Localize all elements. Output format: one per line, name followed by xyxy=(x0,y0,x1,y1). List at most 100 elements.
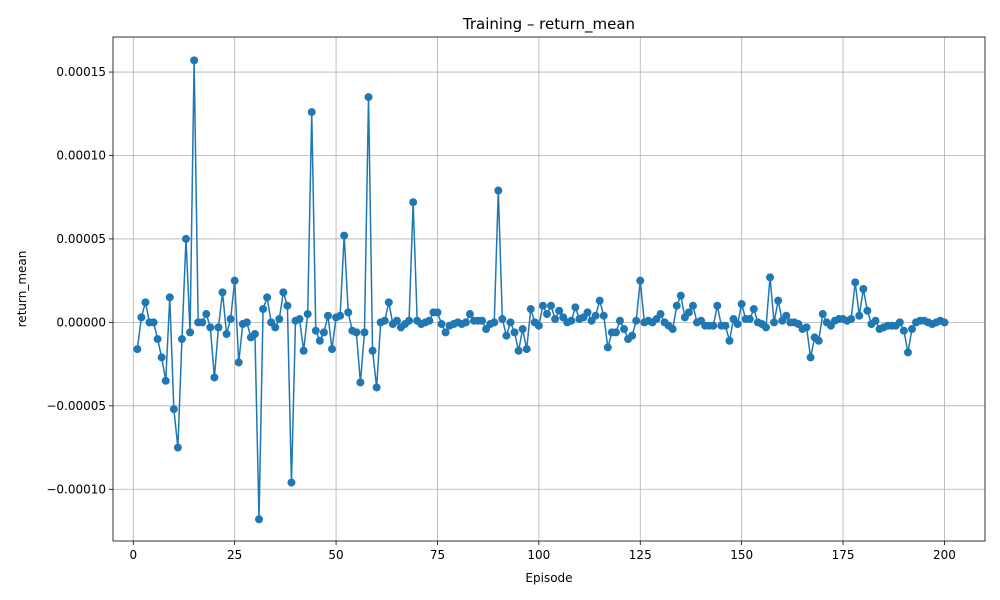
data-point xyxy=(770,318,779,327)
data-point xyxy=(425,316,434,325)
data-point xyxy=(311,326,320,335)
data-point xyxy=(871,316,880,325)
data-point xyxy=(344,308,353,317)
data-point xyxy=(409,198,418,207)
data-point xyxy=(234,358,243,367)
data-point xyxy=(802,323,811,332)
data-point xyxy=(895,318,904,327)
data-point xyxy=(713,301,722,310)
data-point xyxy=(567,316,576,325)
data-point xyxy=(157,353,166,362)
data-point xyxy=(538,301,547,310)
data-point xyxy=(295,315,304,324)
data-point xyxy=(380,316,389,325)
y-axis-ticks: −0.00010 −0.00005 0.00000 0.00005 0.00010 0.0… xyxy=(46,65,113,496)
x-tick-label: 25 xyxy=(227,548,242,562)
y-axis-label: return_mean xyxy=(15,251,29,328)
data-point xyxy=(242,318,251,327)
data-point xyxy=(749,305,758,314)
chart-title: Training – return_mean xyxy=(462,15,635,34)
data-point xyxy=(250,330,259,339)
x-tick-label: 200 xyxy=(933,548,956,562)
data-point xyxy=(855,311,864,320)
data-point xyxy=(161,376,170,385)
series-return-mean xyxy=(133,56,949,524)
data-point xyxy=(465,310,474,319)
data-point xyxy=(340,231,349,240)
x-tick-label: 150 xyxy=(730,548,753,562)
data-point xyxy=(494,186,503,195)
data-point xyxy=(814,336,823,345)
data-point xyxy=(287,478,296,487)
data-point xyxy=(547,301,556,310)
data-point xyxy=(498,315,507,324)
y-tick-label: 0.00000 xyxy=(56,315,106,329)
data-point xyxy=(615,316,624,325)
data-point xyxy=(405,316,414,325)
data-point xyxy=(356,378,365,387)
data-point xyxy=(271,323,280,332)
data-point xyxy=(392,316,401,325)
data-point xyxy=(725,336,734,345)
data-point xyxy=(595,296,604,305)
data-point xyxy=(668,325,677,334)
data-point xyxy=(709,321,718,330)
data-point xyxy=(571,303,580,312)
data-point xyxy=(510,328,519,337)
data-point xyxy=(940,318,949,327)
data-point xyxy=(903,348,912,357)
data-point xyxy=(603,343,612,352)
y-tick-label: 0.00015 xyxy=(56,65,106,79)
data-point xyxy=(478,316,487,325)
data-point xyxy=(137,313,146,322)
data-point xyxy=(502,331,511,340)
x-tick-label: 125 xyxy=(629,548,652,562)
x-tick-label: 0 xyxy=(129,548,137,562)
data-point xyxy=(542,310,551,319)
series-line xyxy=(136,59,945,521)
data-point xyxy=(173,443,182,452)
data-point xyxy=(303,310,312,319)
data-point xyxy=(628,331,637,340)
data-point xyxy=(206,323,215,332)
data-point xyxy=(461,318,470,327)
y-tick-label: −0.00010 xyxy=(46,482,106,496)
data-point xyxy=(782,311,791,320)
data-point xyxy=(737,300,746,309)
data-point xyxy=(591,311,600,320)
plot-frame xyxy=(112,36,986,542)
data-point xyxy=(534,321,543,330)
data-point xyxy=(364,93,373,102)
data-point xyxy=(522,345,531,354)
x-tick-label: 75 xyxy=(430,548,445,562)
data-point xyxy=(437,320,446,329)
x-axis-ticks: 0 25 50 75 100 125 150 175 200 xyxy=(129,541,956,562)
x-tick-label: 175 xyxy=(832,548,855,562)
data-point xyxy=(275,315,284,324)
x-tick-label: 50 xyxy=(328,548,343,562)
data-point xyxy=(733,320,742,329)
data-point xyxy=(611,328,620,337)
data-point xyxy=(198,318,207,327)
data-point xyxy=(847,315,856,324)
x-axis-label: Episode xyxy=(525,571,572,585)
data-point xyxy=(352,328,361,337)
data-point xyxy=(169,405,178,414)
data-point xyxy=(433,308,442,317)
data-point xyxy=(299,346,308,355)
data-point xyxy=(806,353,815,362)
data-point xyxy=(190,56,199,65)
data-point xyxy=(441,328,450,337)
data-point xyxy=(165,293,174,302)
data-point xyxy=(328,345,337,354)
data-point xyxy=(818,310,827,319)
data-point xyxy=(149,318,158,327)
y-tick-label: 0.00010 xyxy=(56,148,106,162)
data-point xyxy=(210,373,219,382)
data-point xyxy=(656,310,665,319)
data-point xyxy=(490,318,499,327)
y-tick-label: 0.00005 xyxy=(56,232,106,246)
data-point xyxy=(672,301,681,310)
data-point xyxy=(745,315,754,324)
data-point xyxy=(177,335,186,344)
